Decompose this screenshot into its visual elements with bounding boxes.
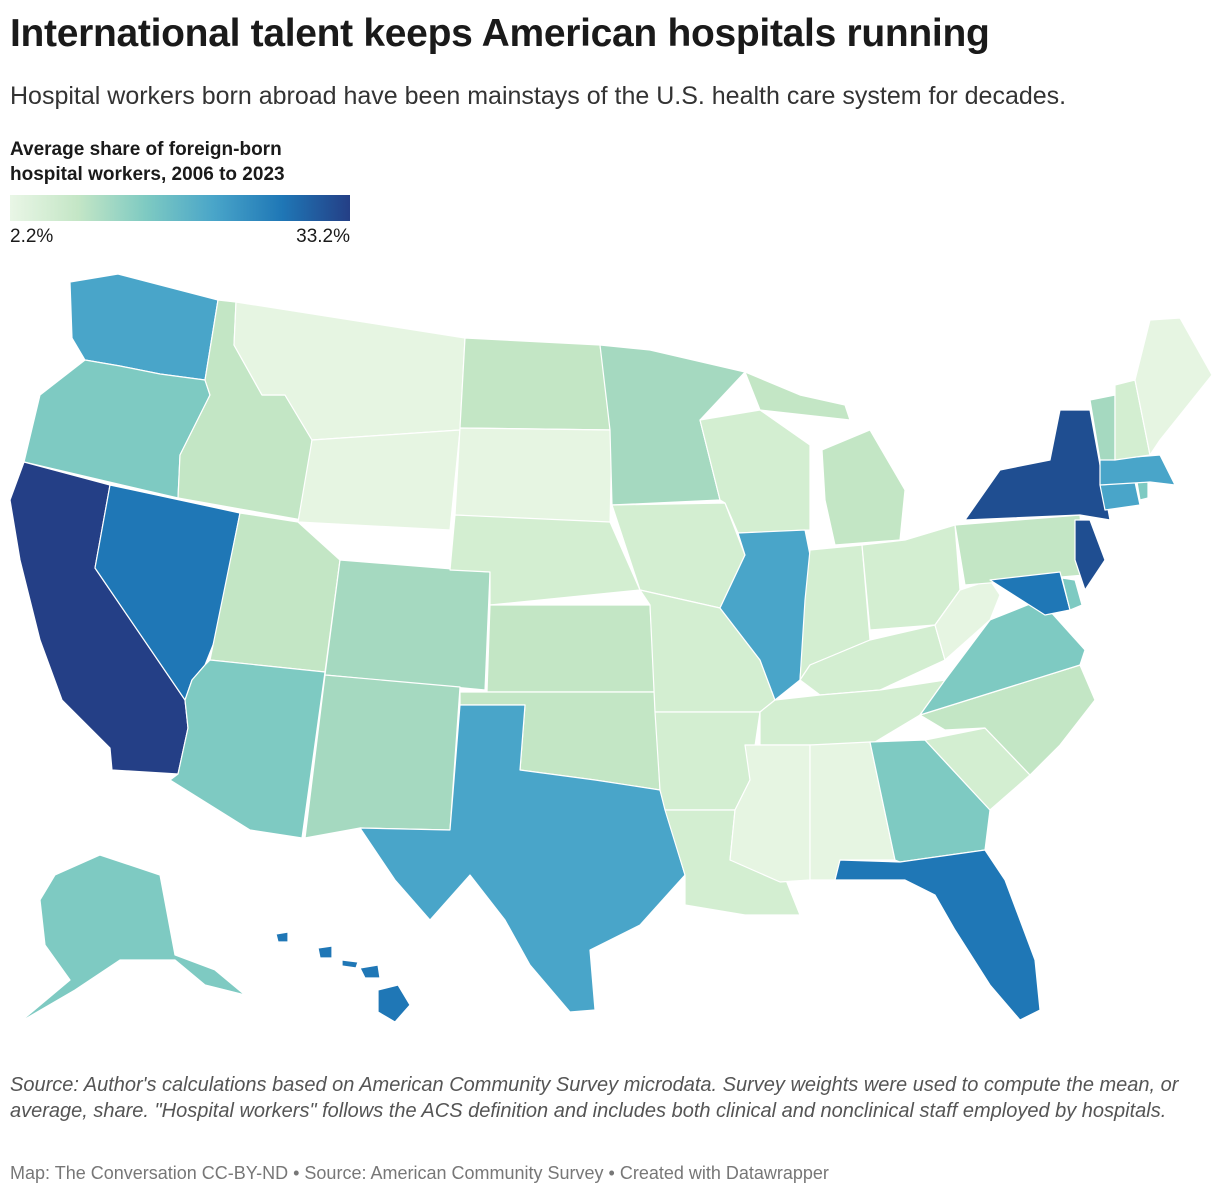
state-maine[interactable] [1134,317,1213,456]
state-west-virginia[interactable] [934,579,1001,661]
state-south-dakota[interactable] [454,427,613,526]
source-notes: Source: Author's calculations based on A… [10,1074,1179,1122]
state-kansas[interactable] [486,604,656,693]
state-new-mexico[interactable] [304,674,461,839]
chart-subtitle: Hospital workers born abroad have been m… [10,82,1067,110]
state-hawaii-molokai[interactable] [341,959,359,969]
state-hawaii-maui[interactable] [359,964,381,979]
state-michigan-upper[interactable] [744,371,851,421]
state-colorado[interactable] [324,559,491,691]
state-pennsylvania[interactable] [954,514,1086,586]
state-north-carolina[interactable] [919,664,1096,776]
state-hawaii-oahu[interactable] [317,945,333,959]
state-delaware[interactable] [1061,577,1083,611]
state-wyoming[interactable] [297,429,461,531]
state-new-jersey[interactable] [1074,519,1106,591]
state-connecticut[interactable] [1099,481,1141,511]
state-hawaii-main[interactable] [377,984,411,1023]
state-new-york[interactable] [964,409,1111,521]
state-hawaii-kauai[interactable] [275,931,289,943]
color-legend: Average share of foreign-born hospital w… [10,137,350,250]
legend-title-line-2: hospital workers, 2006 to 2023 [10,164,285,185]
state-arizona[interactable] [169,659,326,839]
state-alaska[interactable] [19,854,246,1023]
state-massachusetts[interactable] [1099,454,1176,486]
credit-line: Map: The Conversation CC-BY-ND • Source:… [10,1163,829,1183]
state-north-dakota[interactable] [459,337,613,431]
legend-max-label: 33.2% [296,226,350,247]
state-florida[interactable] [834,849,1041,1021]
legend-gradient-bar [10,195,350,221]
state-texas[interactable] [359,704,686,1013]
legend-labels: 2.2% 33.2% [10,226,350,250]
legend-title: Average share of foreign-born hospital w… [10,137,350,187]
legend-title-line-1: Average share of foreign-born [10,139,282,160]
legend-min-label: 2.2% [10,226,54,247]
us-choropleth-map [9,273,1213,1023]
chart-title: International talent keeps American hosp… [10,12,990,55]
state-michigan[interactable] [821,429,906,546]
state-iowa[interactable] [611,502,746,609]
